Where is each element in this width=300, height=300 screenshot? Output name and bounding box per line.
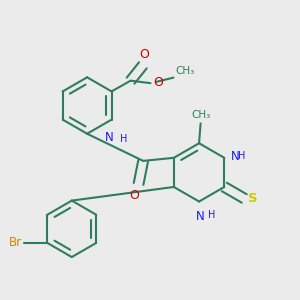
Text: O: O: [140, 48, 149, 61]
Text: O: O: [154, 76, 164, 89]
Text: CH₃: CH₃: [191, 110, 210, 120]
Text: CH₃: CH₃: [175, 66, 194, 76]
Text: N: N: [105, 131, 114, 144]
Text: O: O: [129, 189, 139, 203]
Text: Br: Br: [9, 236, 22, 249]
Text: N: N: [196, 210, 205, 223]
Text: S: S: [248, 192, 257, 205]
Text: N: N: [231, 150, 240, 163]
Text: H: H: [120, 134, 127, 144]
Text: H: H: [208, 210, 215, 220]
Text: H: H: [238, 151, 245, 161]
